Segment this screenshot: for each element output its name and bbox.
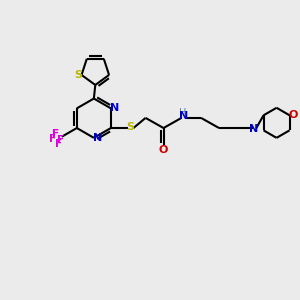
Text: F: F [57,135,64,145]
Text: S: S [127,122,134,132]
Text: O: O [159,145,168,155]
Text: F: F [52,129,59,139]
Text: F: F [55,139,62,149]
Text: S: S [74,70,82,80]
Text: H: H [179,108,187,118]
Text: N: N [110,103,119,113]
Text: F: F [49,134,56,144]
Text: O: O [289,110,298,120]
Text: N: N [179,112,188,122]
Text: N: N [248,124,258,134]
Text: N: N [93,134,102,143]
